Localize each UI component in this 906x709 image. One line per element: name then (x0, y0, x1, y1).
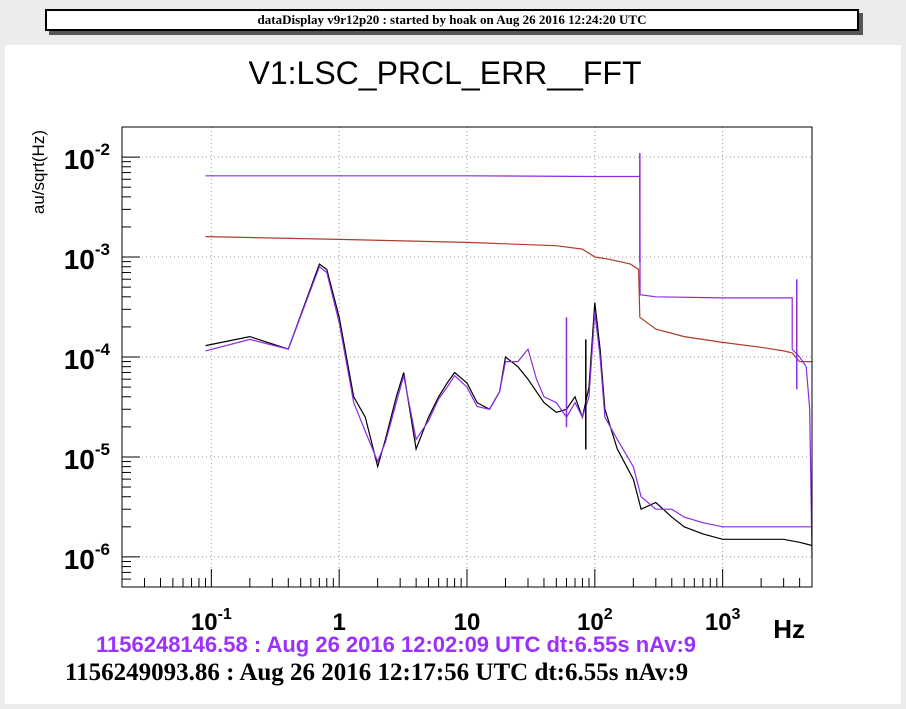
y-tick-label: 10-3 (64, 240, 110, 275)
x-tick-labels: 10-1 1 10 102 103 (191, 606, 741, 636)
series-line-3 (205, 175, 813, 557)
header-title: dataDisplay v9r12p20 : started by hoak o… (45, 9, 859, 31)
ticks-group (121, 126, 813, 588)
grid-lines (122, 127, 812, 587)
y-tick-label: 10-5 (64, 440, 110, 475)
y-tick-label: 10-4 (64, 340, 111, 375)
series-line-0 (205, 263, 813, 547)
y-tick-labels: 10-2 10-3 10-4 10-5 10-6 (64, 140, 111, 575)
x-tick-label: 10 (454, 609, 481, 636)
footer-line-1: 1156248146.58 : Aug 26 2016 12:02:09 UTC… (96, 632, 696, 657)
y-tick-label: 10-6 (64, 540, 110, 575)
x-axis-label: Hz (773, 614, 805, 644)
x-tick-label: 10-1 (191, 606, 232, 636)
y-axis-label: au/sqrt(Hz) (29, 130, 48, 214)
series-line-2 (205, 236, 812, 363)
footer-line-2: 1156249093.86 : Aug 26 2016 12:17:56 UTC… (65, 659, 688, 686)
series-group (205, 152, 813, 557)
x-tick-label: 102 (577, 606, 613, 636)
x-tick-label: 1 (332, 609, 345, 636)
chart-title: V1:LSC_PRCL_ERR__FFT (248, 55, 641, 91)
x-tick-label: 103 (705, 606, 741, 636)
series-line-1 (205, 265, 812, 528)
y-tick-label: 10-2 (64, 140, 110, 175)
plot-frame (121, 126, 813, 588)
